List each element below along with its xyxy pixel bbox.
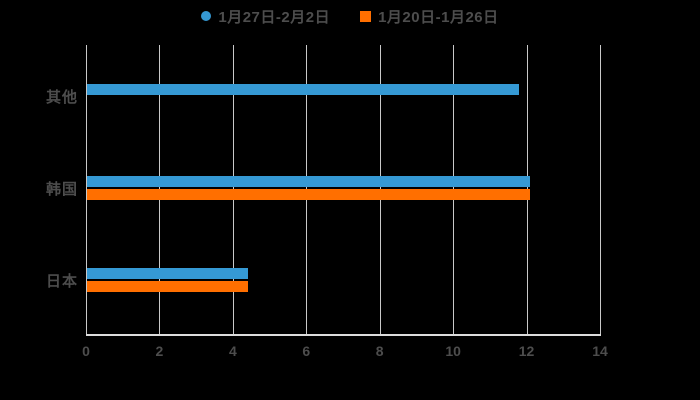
gridline [86,45,87,335]
x-tick-label: 2 [155,343,164,359]
y-category-label: 其他 [45,89,78,106]
legend-item-current-period[interactable]: 1月27日-2月2日 [201,6,330,27]
y-category-label: 韩国 [45,180,78,198]
bar-series1 [87,175,531,187]
legend-item-label: 1月27日-2月2日 [218,8,331,26]
gridline [600,45,601,335]
x-tick-label: 6 [302,343,311,359]
x-tick-label: 10 [445,343,461,359]
x-tick-label: 4 [228,343,237,359]
x-tick-label: 0 [82,343,90,359]
x-tick-label: 14 [592,343,608,359]
legend-marker-circle-icon [201,11,212,21]
y-category-label: 日本 [45,272,78,290]
x-axis-line [86,334,601,336]
legend-item-previous-period[interactable]: 1月20日-1月26日 [360,6,499,27]
legend-marker-square-icon [360,10,372,22]
bar-series1 [87,267,248,279]
bar-series2 [87,280,248,292]
bar-series1 [87,84,520,95]
bar-series2 [87,188,531,200]
x-tick-label: 8 [375,343,384,359]
chart-legend: 1月27日-2月2日 1月20日-1月26日 [0,3,700,29]
legend-item-label: 1月20日-1月26日 [378,8,499,26]
x-tick-label: 12 [518,343,535,359]
